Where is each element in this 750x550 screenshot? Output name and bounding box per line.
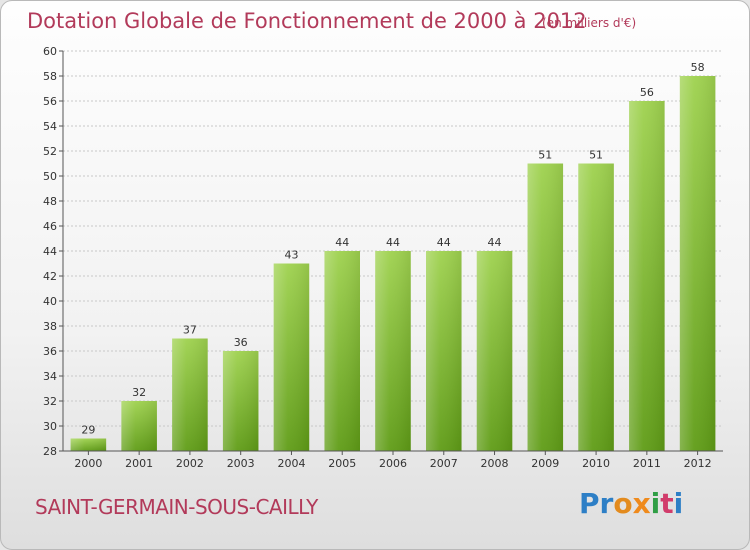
proxiti-logo: Proxiti [579,487,683,520]
commune-name: SAINT-GERMAIN-SOUS-CAILLY [35,495,318,519]
bar-shine [578,163,614,451]
bar-shine [273,263,310,451]
y-tick-label: 28 [43,445,57,458]
logo-part: i [650,487,661,520]
x-tick-label: 2008 [481,457,509,470]
y-tick-label: 58 [43,70,57,83]
logo-part: x [632,487,651,520]
y-tick-label: 40 [43,295,57,308]
bar-value-label: 44 [335,236,349,249]
bar-shine [629,101,665,451]
chart-title: Dotation Globale de Fonctionnement de 20… [27,9,587,33]
bar-shine [476,251,513,451]
y-tick-label: 32 [43,395,57,408]
bar-value-label: 44 [437,236,451,249]
x-tick-label: 2007 [430,457,458,470]
bar-shine [375,251,411,451]
y-tick-label: 30 [43,420,57,433]
bar-shine [426,251,462,451]
y-tick-label: 44 [43,245,57,258]
x-tick-label: 2002 [176,457,204,470]
bar-shine [324,251,360,451]
bar-shine [222,351,259,451]
bar-value-label: 36 [234,336,248,349]
bar-shine [527,163,564,451]
logo-part: o [613,487,633,520]
x-tick-label: 2005 [328,457,356,470]
x-tick-label: 2011 [633,457,661,470]
logo-part: t [660,487,674,520]
x-tick-label: 2004 [277,457,305,470]
bar-shine [121,401,157,451]
x-tick-label: 2000 [74,457,102,470]
y-tick-label: 52 [43,145,57,158]
y-tick-label: 42 [43,270,57,283]
bar-shine [70,438,107,451]
bar-value-label: 44 [488,236,502,249]
bar-value-label: 51 [538,149,552,162]
bar-value-label: 29 [81,424,95,437]
bar-value-label: 44 [386,236,400,249]
bar-value-label: 56 [640,86,654,99]
y-tick-label: 38 [43,320,57,333]
x-tick-label: 2012 [684,457,712,470]
bar-value-label: 58 [691,61,705,74]
y-tick-label: 54 [43,120,57,133]
logo-part: Pr [579,487,614,520]
bar-value-label: 37 [183,324,197,337]
axis-layer: 28 30 32 34 36 38 40 42 44 46 48 50 52 54 56 58 60 2000 20… [43,45,723,470]
y-tick-label: 34 [43,370,57,383]
y-tick-label: 56 [43,95,57,108]
chart-subtitle: (en milliers d'€) [542,16,637,30]
y-tick-label: 46 [43,220,57,233]
x-tick-label: 2009 [531,457,559,470]
x-tick-label: 2006 [379,457,407,470]
x-tick-label: 2010 [582,457,610,470]
y-tick-label: 36 [43,345,57,358]
y-tick-label: 50 [43,170,57,183]
bar-value-label: 32 [132,386,146,399]
bar-layer: 29 32 37 36 43 44 44 44 44 51 51 56 58 [70,61,716,451]
y-tick-label: 60 [43,45,57,58]
logo-part: i [673,487,684,520]
x-tick-label: 2001 [125,457,153,470]
x-tick-label: 2003 [227,457,255,470]
bar-value-label: 51 [589,149,603,162]
bar-shine [172,338,208,451]
bar-value-label: 43 [284,249,298,262]
bar-shine [679,76,716,451]
y-tick-label: 48 [43,195,57,208]
